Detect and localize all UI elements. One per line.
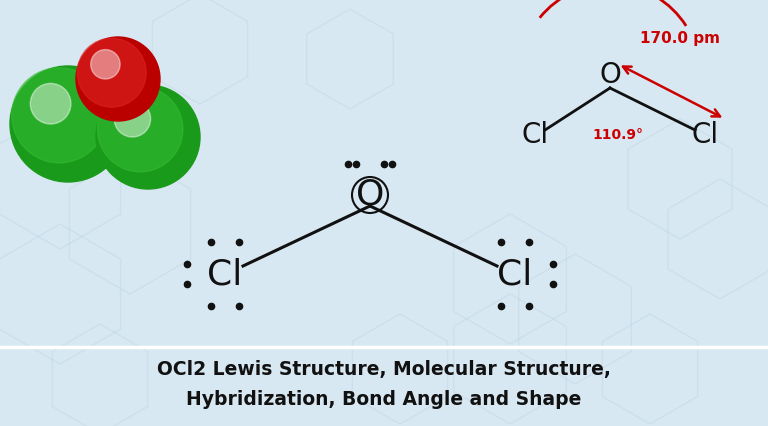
Circle shape — [10, 67, 126, 183]
Circle shape — [78, 39, 146, 108]
Text: O: O — [356, 178, 384, 211]
Text: Hybridization, Bond Angle and Shape: Hybridization, Bond Angle and Shape — [187, 390, 581, 409]
Text: OCl2 Lewis Structure, Molecular Structure,: OCl2 Lewis Structure, Molecular Structur… — [157, 360, 611, 379]
Text: 170.0 pm: 170.0 pm — [640, 30, 720, 46]
Circle shape — [12, 69, 107, 164]
Circle shape — [96, 86, 200, 190]
Text: Cl: Cl — [521, 121, 548, 149]
Text: O: O — [599, 61, 621, 89]
Circle shape — [30, 84, 71, 125]
Circle shape — [98, 87, 183, 173]
Circle shape — [114, 101, 151, 138]
Text: 110.9°: 110.9° — [592, 128, 644, 142]
Text: Cl: Cl — [691, 121, 719, 149]
Circle shape — [76, 38, 160, 122]
Text: Cl: Cl — [207, 257, 243, 291]
Text: Cl: Cl — [498, 257, 533, 291]
Circle shape — [91, 51, 120, 80]
